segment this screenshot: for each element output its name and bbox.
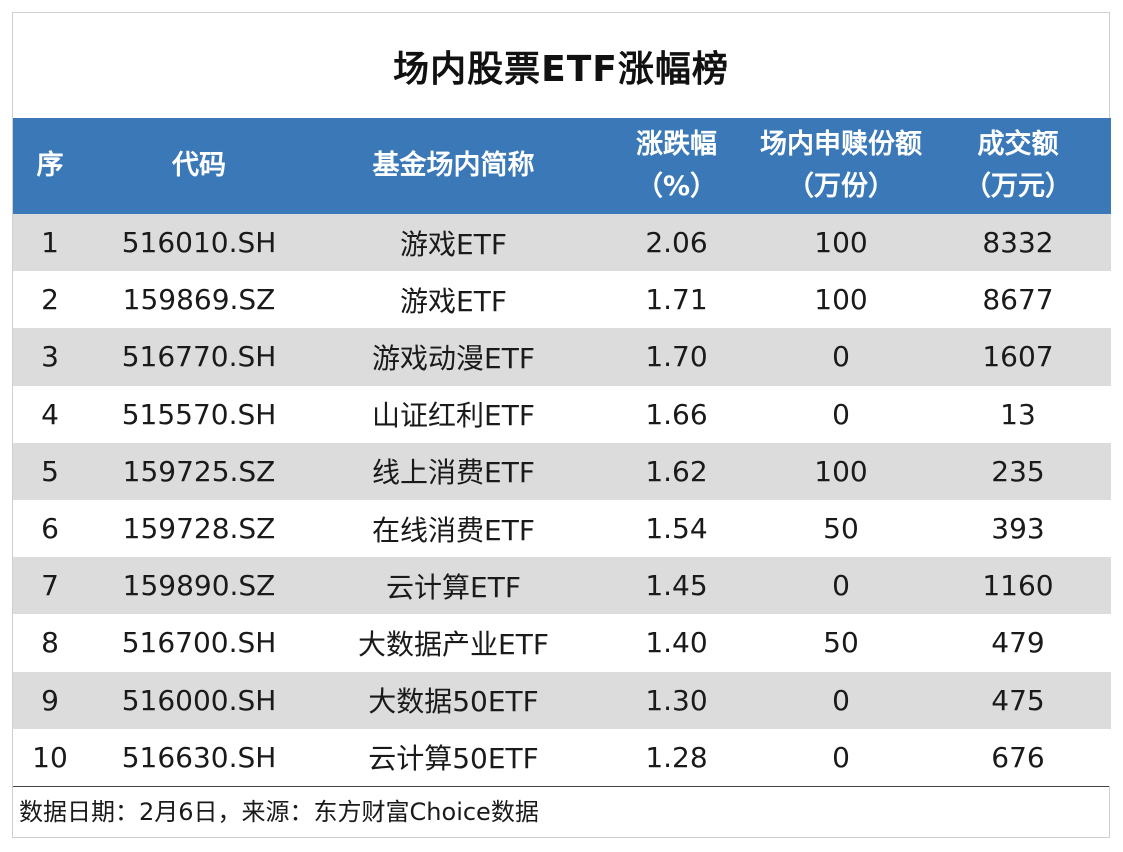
cell-code: 159869.SZ <box>122 283 276 317</box>
cell-index: 9 <box>41 683 59 717</box>
table-row: 5 159725.SZ 线上消费ETF 1.62 100 235 <box>13 442 1111 500</box>
table-row: 3 516770.SH 游戏动漫ETF 1.70 0 1607 <box>13 328 1111 386</box>
cell-name: 在线消费ETF <box>372 513 535 547</box>
header-subscription: 场内申赎份额 （万份） <box>757 118 925 214</box>
etf-ranking-table: 序 代码 基金场内简称 涨跌幅 （%） 场内申赎份额 （万份） 成交额 （万元） <box>13 118 1111 786</box>
cell-code: 159890.SZ <box>122 569 276 603</box>
table-row: 9 516000.SH 大数据50ETF 1.30 0 475 <box>13 671 1111 729</box>
cell-subscription: 0 <box>832 740 850 774</box>
cell-change: 1.28 <box>645 740 708 774</box>
header-name: 基金场内简称 <box>372 150 535 181</box>
table-row: 4 515570.SH 山证红利ETF 1.66 0 13 <box>13 385 1111 443</box>
cell-turnover: 393 <box>991 512 1045 546</box>
header-change-label: 涨跌幅 <box>636 129 717 160</box>
cell-subscription: 0 <box>832 683 850 717</box>
table-row: 6 159728.SZ 在线消费ETF 1.54 50 393 <box>13 499 1111 558</box>
header-change-unit: （%） <box>635 171 718 202</box>
cell-change: 2.06 <box>645 226 708 260</box>
cell-change: 1.62 <box>645 454 708 488</box>
table-row: 2 159869.SZ 游戏ETF 1.71 100 8677 <box>13 271 1111 329</box>
cell-turnover: 13 <box>1000 397 1036 431</box>
cell-name: 大数据产业ETF <box>358 627 549 661</box>
table-row: 7 159890.SZ 云计算ETF 1.45 0 1160 <box>13 557 1111 615</box>
cell-subscription: 50 <box>823 512 859 546</box>
cell-turnover: 8332 <box>982 226 1054 260</box>
header-subscription-label: 场内申赎份额 <box>760 129 922 160</box>
header-turnover: 成交额 （万元） <box>925 118 1111 214</box>
cell-name: 大数据50ETF <box>368 685 539 719</box>
cell-code: 515570.SH <box>121 397 277 431</box>
header-code: 代码 <box>172 150 226 181</box>
cell-index: 7 <box>41 569 59 603</box>
cell-subscription: 0 <box>832 397 850 431</box>
cell-code: 159725.SZ <box>122 454 276 488</box>
cell-subscription: 0 <box>832 569 850 603</box>
cell-name: 山证红利ETF <box>372 399 535 433</box>
cell-change: 1.70 <box>645 340 708 374</box>
cell-code: 159728.SZ <box>122 512 276 546</box>
source-note: 数据日期：2月6日，来源：东方财富Choice数据 <box>13 786 1109 837</box>
cell-change: 1.71 <box>645 283 708 317</box>
cell-code: 516010.SH <box>121 226 277 260</box>
cell-code: 516770.SH <box>121 340 277 374</box>
cell-code: 516000.SH <box>121 683 277 717</box>
table-body: 1 516010.SH 游戏ETF 2.06 100 8332 2 159869… <box>13 214 1111 786</box>
cell-code: 516630.SH <box>121 740 277 774</box>
table-row: 1 516010.SH 游戏ETF 2.06 100 8332 <box>13 214 1111 272</box>
cell-index: 2 <box>41 283 59 317</box>
cell-index: 4 <box>41 397 59 431</box>
cell-code: 516700.SH <box>121 626 277 660</box>
cell-turnover: 479 <box>991 626 1045 660</box>
header-change: 涨跌幅 （%） <box>596 118 757 214</box>
cell-index: 5 <box>41 454 59 488</box>
cell-change: 1.40 <box>645 626 708 660</box>
cell-change: 1.30 <box>645 683 708 717</box>
cell-turnover: 676 <box>991 740 1045 774</box>
page-title: 场内股票ETF涨幅榜 <box>393 48 729 90</box>
header-subscription-unit: （万份） <box>787 171 895 202</box>
etf-ranking-card: 场内股票ETF涨幅榜 序 代码 基金场内简称 涨跌幅 （%） 场内申赎份额 （万… <box>12 12 1111 838</box>
cell-change: 1.66 <box>645 397 708 431</box>
cell-turnover: 475 <box>991 683 1045 717</box>
table-row: 8 516700.SH 大数据产业ETF 1.40 50 479 <box>13 614 1111 672</box>
cell-name: 线上消费ETF <box>372 456 535 490</box>
header-index: 序 <box>36 150 64 181</box>
cell-index: 3 <box>41 340 59 374</box>
table-header: 序 代码 基金场内简称 涨跌幅 （%） 场内申赎份额 （万份） 成交额 （万元） <box>13 118 1111 214</box>
cell-index: 6 <box>41 512 59 546</box>
cell-subscription: 50 <box>823 626 859 660</box>
cell-name: 云计算ETF <box>386 570 521 604</box>
cell-subscription: 0 <box>832 340 850 374</box>
cell-subscription: 100 <box>814 283 868 317</box>
cell-subscription: 100 <box>814 226 868 260</box>
header-row: 序 代码 基金场内简称 涨跌幅 （%） 场内申赎份额 （万份） 成交额 （万元） <box>13 118 1111 214</box>
cell-change: 1.45 <box>645 569 708 603</box>
cell-name: 云计算50ETF <box>368 742 539 776</box>
cell-index: 10 <box>32 740 68 774</box>
cell-name: 游戏ETF <box>400 227 507 261</box>
cell-subscription: 100 <box>814 454 868 488</box>
cell-turnover: 1607 <box>982 340 1054 374</box>
cell-change: 1.54 <box>645 512 708 546</box>
cell-turnover: 8677 <box>982 283 1054 317</box>
cell-index: 1 <box>41 226 59 260</box>
header-turnover-unit: （万元） <box>964 171 1072 202</box>
table-row: 10 516630.SH 云计算50ETF 1.28 0 676 <box>13 728 1111 786</box>
cell-name: 游戏ETF <box>400 284 507 318</box>
cell-turnover: 1160 <box>982 569 1054 603</box>
cell-name: 游戏动漫ETF <box>372 341 535 375</box>
cell-turnover: 235 <box>991 454 1045 488</box>
cell-index: 8 <box>41 626 59 660</box>
header-turnover-label: 成交额 <box>977 129 1059 160</box>
